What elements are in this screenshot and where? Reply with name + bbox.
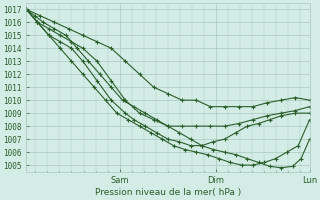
X-axis label: Pression niveau de la mer( hPa ): Pression niveau de la mer( hPa ): [95, 188, 241, 197]
